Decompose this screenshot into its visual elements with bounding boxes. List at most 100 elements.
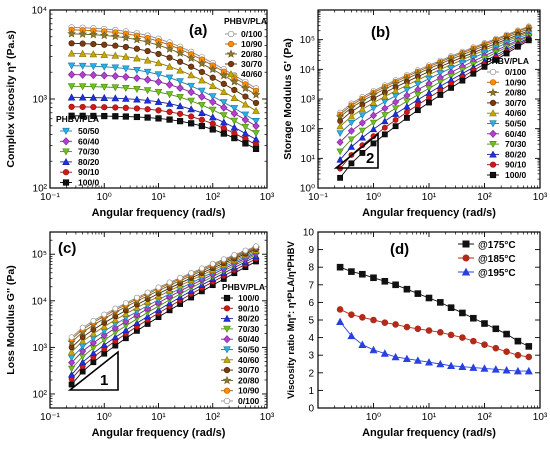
legend-label: 90/10 xyxy=(78,167,100,177)
data-point xyxy=(447,361,456,370)
data-point xyxy=(67,62,76,70)
data-point xyxy=(188,113,195,120)
series-at-175C xyxy=(336,263,533,350)
y-tick-label: 10² xyxy=(33,184,48,195)
legend-label: 80/20 xyxy=(505,149,527,159)
x-tick-label: 10⁰ xyxy=(97,412,112,423)
data-point xyxy=(198,68,205,76)
legend-marker xyxy=(227,40,235,48)
data-point xyxy=(392,117,399,123)
data-point xyxy=(68,112,75,119)
data-point xyxy=(402,354,411,363)
legend-item: 10/90 xyxy=(221,386,260,396)
data-point xyxy=(111,333,119,341)
data-point xyxy=(68,334,75,341)
legend-marker xyxy=(223,397,231,405)
data-point xyxy=(347,119,356,127)
data-point xyxy=(220,103,228,112)
x-tick-label: 10¹ xyxy=(422,412,437,423)
legend-label: 20/80 xyxy=(238,375,260,385)
data-point xyxy=(187,105,195,113)
data-point xyxy=(144,47,151,55)
data-point xyxy=(122,113,129,120)
data-point xyxy=(414,107,421,114)
data-point xyxy=(100,331,108,340)
data-point xyxy=(122,72,130,81)
data-point xyxy=(251,90,261,99)
legend-label: 70/30 xyxy=(238,324,260,334)
data-point xyxy=(209,126,216,133)
data-point xyxy=(503,348,510,355)
data-point xyxy=(381,319,389,326)
x-tick-label: 10⁰ xyxy=(97,192,112,203)
data-point xyxy=(392,281,399,289)
data-point xyxy=(381,131,388,138)
legend-label: 10/90 xyxy=(238,386,260,396)
data-point xyxy=(166,279,173,286)
data-point xyxy=(358,112,366,119)
data-point xyxy=(220,130,227,137)
data-point xyxy=(67,83,76,91)
data-point xyxy=(122,84,130,93)
x-tick-label: 10¹ xyxy=(422,192,437,203)
y-tick-label: 10² xyxy=(33,389,48,400)
data-point xyxy=(336,306,344,313)
data-point xyxy=(392,123,399,130)
data-point xyxy=(414,91,422,99)
data-point xyxy=(188,270,195,276)
series-60-40 xyxy=(67,70,260,131)
data-point xyxy=(112,104,119,111)
y-axis-label: Viscosity ratio Mη*: η*PLA/η*PHBV xyxy=(286,241,297,399)
data-point xyxy=(425,327,433,334)
data-point xyxy=(177,274,183,281)
data-point xyxy=(230,105,239,113)
legend-item: @195°C xyxy=(458,267,516,279)
data-point xyxy=(347,127,355,135)
legend-label: 100/0 xyxy=(78,178,100,188)
legend-label: 60/40 xyxy=(238,334,260,344)
data-point xyxy=(381,124,388,131)
data-point xyxy=(513,366,522,375)
legend-label: 30/70 xyxy=(238,365,260,375)
data-point xyxy=(336,263,344,271)
data-point xyxy=(209,97,217,106)
data-point xyxy=(524,366,533,375)
data-point xyxy=(166,54,173,61)
legend-marker xyxy=(62,127,70,135)
data-point xyxy=(208,81,217,89)
x-tick-label: 10⁻¹ xyxy=(40,412,60,423)
series-100-0 xyxy=(68,258,259,388)
data-point xyxy=(154,40,163,49)
data-point xyxy=(470,70,477,77)
legend-marker xyxy=(62,137,70,146)
legend-item: 30/70 xyxy=(225,59,263,69)
x-tick-label: 10⁻¹ xyxy=(308,192,328,203)
data-point xyxy=(176,78,184,86)
x-axis-label: Angular frequency (rad/s) xyxy=(362,427,496,439)
x-tick-label: 10² xyxy=(206,192,221,203)
plot-area-d xyxy=(318,232,540,408)
data-point xyxy=(447,65,455,72)
data-point xyxy=(89,63,98,71)
data-point xyxy=(337,174,343,181)
data-point xyxy=(176,83,184,93)
data-point xyxy=(481,63,488,70)
data-point xyxy=(459,77,466,84)
legend-marker xyxy=(462,254,470,262)
data-point xyxy=(469,363,478,371)
y-tick-label: 10⁰ xyxy=(300,184,315,195)
data-point xyxy=(358,127,366,135)
data-point xyxy=(111,94,120,102)
legend-label: 30/70 xyxy=(505,98,527,108)
legend-label: 30/70 xyxy=(241,59,263,69)
legend-marker xyxy=(223,346,231,354)
legend-label: 40/60 xyxy=(241,69,263,79)
data-point xyxy=(252,130,260,138)
data-point xyxy=(100,83,109,91)
panel-label: (c) xyxy=(58,240,76,257)
data-point xyxy=(381,98,389,106)
data-point xyxy=(134,294,140,301)
legend-item: 90/10 xyxy=(487,160,527,170)
data-point xyxy=(89,83,98,91)
